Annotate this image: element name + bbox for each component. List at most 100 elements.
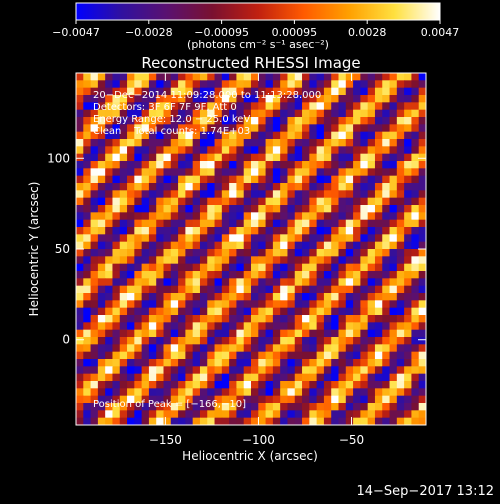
heatmap-cell: [236, 322, 245, 331]
heatmap-cell: [309, 153, 318, 162]
heatmap-cell: [404, 373, 412, 382]
heatmap-cell: [389, 388, 398, 397]
heatmap-cell: [156, 271, 164, 279]
heatmap-cell: [76, 373, 84, 382]
heatmap-cell: [280, 417, 288, 425]
heatmap-cell: [353, 285, 361, 294]
heatmap-cell: [163, 153, 172, 162]
heatmap-cell: [236, 410, 245, 419]
heatmap-cell: [207, 234, 216, 243]
heatmap-cell: [360, 351, 369, 360]
heatmap-cell: [148, 168, 157, 177]
heatmap-cell: [353, 197, 361, 206]
heatmap-cell: [229, 403, 237, 411]
heatmap-cell: [367, 219, 376, 228]
heatmap-cell: [214, 344, 223, 353]
heatmap-cell: [141, 337, 150, 345]
heatmap-cell: [199, 139, 208, 147]
heatmap-cell: [396, 161, 405, 169]
heatmap-cell: [345, 234, 354, 243]
heatmap-cell: [280, 381, 288, 389]
heatmap-cell: [112, 403, 121, 411]
heatmap-cell: [178, 271, 186, 279]
heatmap-cell: [243, 109, 252, 118]
heatmap-cell: [367, 212, 376, 221]
heatmap-cell: [411, 285, 420, 294]
heatmap-cell: [404, 102, 412, 111]
heatmap-cell: [251, 190, 259, 199]
heatmap-cell: [199, 168, 208, 177]
heatmap-cell: [243, 315, 252, 323]
heatmap-cell: [192, 197, 201, 206]
heatmap-cell: [148, 161, 157, 169]
heatmap-cell: [323, 381, 332, 389]
heatmap-cell: [396, 278, 405, 287]
heatmap-cell: [294, 249, 303, 257]
heatmap-cell: [178, 80, 186, 89]
heatmap-cell: [236, 102, 245, 111]
heatmap-cell: [345, 410, 354, 419]
heatmap-cell: [112, 307, 121, 316]
heatmap-cell: [345, 373, 354, 382]
heatmap-cell: [97, 124, 106, 133]
heatmap-cell: [302, 87, 310, 96]
heatmap-cell: [272, 190, 281, 199]
heatmap-cell: [76, 278, 84, 287]
heatmap-cell: [389, 329, 398, 338]
heatmap-cell: [170, 293, 179, 301]
heatmap-cell: [353, 205, 361, 213]
heatmap-cell: [287, 359, 296, 367]
heatmap-cell: [294, 87, 303, 96]
heatmap-cell: [214, 351, 223, 360]
heatmap-cell: [127, 293, 135, 301]
heatmap-cell: [323, 395, 332, 404]
heatmap-cell: [243, 403, 252, 411]
heatmap-cell: [148, 234, 157, 243]
heatmap-cell: [207, 403, 216, 411]
heatmap-cell: [316, 359, 325, 367]
heatmap-cell: [404, 351, 412, 360]
heatmap-cell: [214, 146, 223, 155]
heatmap-cell: [178, 329, 186, 338]
heatmap-cell: [411, 403, 420, 411]
heatmap-cell: [367, 329, 376, 338]
heatmap-cell: [374, 395, 383, 404]
heatmap-cell: [83, 410, 92, 419]
heatmap-cell: [127, 219, 135, 228]
heatmap-cell: [353, 329, 361, 338]
heatmap-cell: [83, 263, 92, 272]
heatmap-cell: [148, 337, 157, 345]
heatmap-cell: [229, 322, 237, 331]
heatmap-cell: [178, 109, 186, 118]
heatmap-cell: [221, 227, 230, 235]
heatmap-cell: [338, 161, 347, 169]
heatmap-cell: [316, 80, 325, 89]
heatmap-cell: [404, 124, 412, 133]
heatmap-cell: [112, 131, 121, 140]
heatmap-cell: [265, 73, 274, 81]
heatmap-cell: [272, 366, 281, 375]
heatmap-cell: [207, 344, 216, 353]
heatmap-cell: [367, 95, 376, 103]
heatmap-cell: [105, 161, 113, 169]
heatmap-cell: [418, 285, 426, 294]
heatmap-cell: [156, 102, 164, 111]
heatmap-cell: [83, 153, 92, 162]
heatmap-cell: [309, 161, 318, 169]
heatmap-cell: [148, 271, 157, 279]
heatmap-cell: [411, 87, 420, 96]
heatmap-cell: [127, 271, 135, 279]
heatmap-cell: [331, 344, 339, 353]
heatmap-cell: [418, 344, 426, 353]
heatmap-cell: [83, 197, 92, 206]
heatmap-cell: [112, 315, 121, 323]
heatmap-cell: [243, 293, 252, 301]
heatmap-cell: [404, 285, 412, 294]
heatmap-cell: [156, 410, 164, 419]
heatmap-cell: [389, 146, 398, 155]
heatmap-cell: [302, 381, 310, 389]
heatmap-cell: [331, 366, 339, 375]
heatmap-cell: [170, 227, 179, 235]
heatmap-cell: [90, 117, 99, 125]
heatmap-cell: [105, 366, 113, 375]
